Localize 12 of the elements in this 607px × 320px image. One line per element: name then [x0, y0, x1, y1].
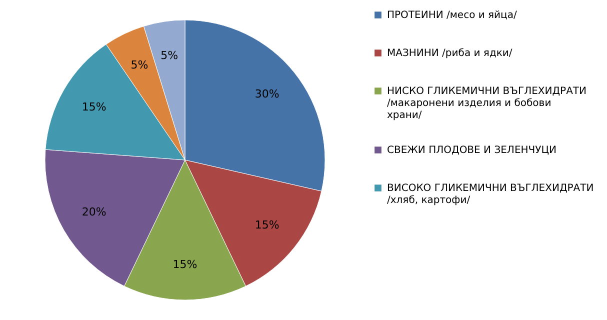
- legend-label: НИСКО ГЛИКЕМИЧНИ ВЪГЛЕХИДРАТИ /макаронени изделия и бобови храни/: [387, 86, 587, 121]
- data-label: 5%: [160, 49, 178, 62]
- data-label: 20%: [82, 206, 106, 218]
- legend-label: СВЕЖИ ПЛОДОВЕ И ЗЕЛЕНЧУЦИ: [387, 145, 556, 156]
- data-label: 15%: [254, 218, 280, 232]
- data-label: 5%: [130, 58, 148, 72]
- legend-label: ПРОТЕИНИ /месо и яйца/: [387, 10, 518, 21]
- legend-label: ВИСОКО ГЛИКЕМИЧНИ ВЪГЛЕХИДРАТИ /хляб, картофи/: [387, 183, 594, 206]
- data-label: 15%: [82, 100, 106, 114]
- legend-label: МАЗНИНИ /риба и ядки/: [387, 48, 513, 59]
- data-label: 15%: [172, 258, 198, 271]
- data-label: 30%: [254, 88, 280, 101]
